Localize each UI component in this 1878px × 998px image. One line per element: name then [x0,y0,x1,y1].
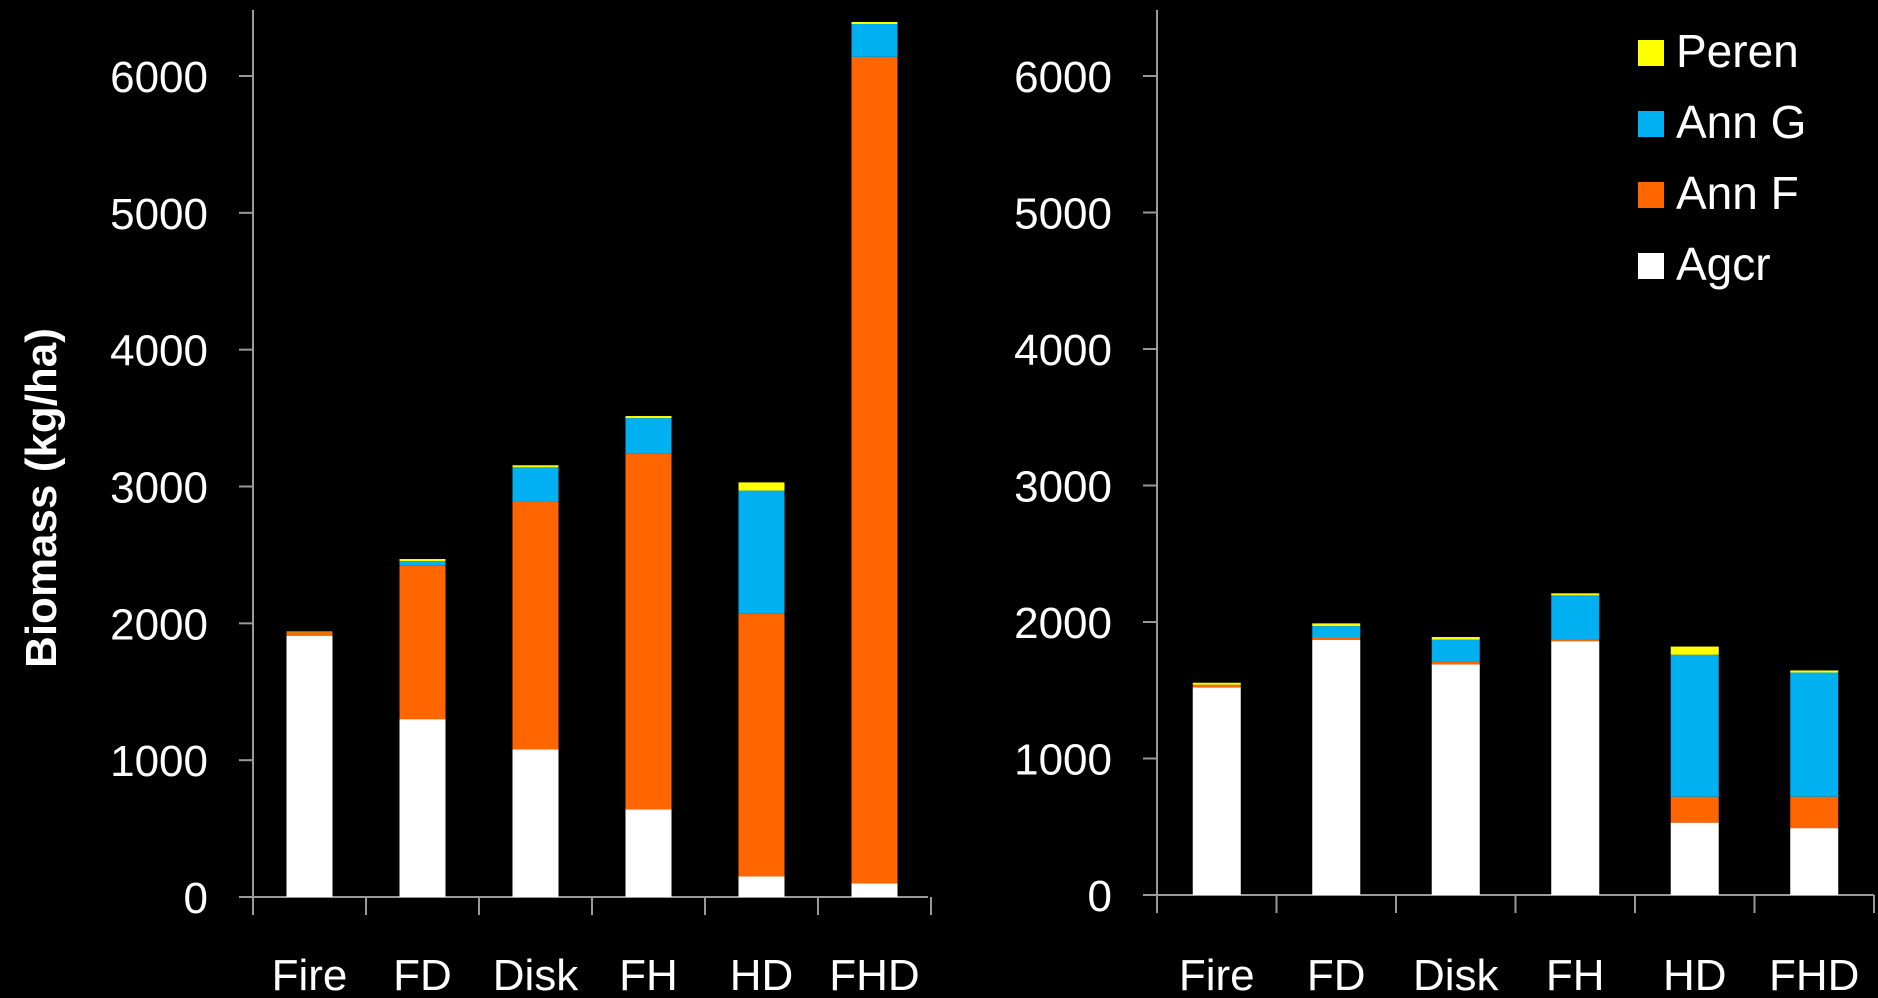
bar-segment-agcr [851,883,898,897]
legend-swatch [1638,182,1664,208]
y-tick-label: 1000 [1014,736,1112,785]
bar-segment-peren [286,631,333,633]
bar-segment-ann-f [1551,639,1600,642]
legend-swatch [1638,253,1664,279]
y-tick-label: 0 [184,874,208,923]
bar-segment-ann-g [1431,639,1480,662]
legend-label: Peren [1676,25,1799,77]
bar-segment-ann-g [625,418,672,454]
bar-segment-ann-g [1670,654,1719,797]
bar-segment-peren [1790,670,1839,673]
bar-segment-peren [1192,682,1241,685]
x-tick-label: HD [730,951,794,998]
bar-segment-peren [1431,637,1480,640]
x-tick-label: Fire [1179,951,1255,998]
x-tick-label: HD [1663,951,1727,998]
bar-segment-ann-f [625,453,672,810]
bar-segment-ann-g [1790,672,1839,797]
y-tick-label: 0 [1088,872,1112,921]
bar-segment-agcr [1670,822,1719,895]
bar-segment-peren [512,465,559,468]
legend-label: Ann F [1676,167,1799,219]
bar-segment-ann-g [738,490,785,614]
x-tick-label: FHD [1769,951,1859,998]
y-tick-label: 5000 [110,190,208,239]
bar-segment-ann-g [512,467,559,502]
bar-segment-peren [399,559,446,562]
left-chart-panel: 0 1000 2000 3000 4000 5000 6000 Fire FD Disk FH HD F… [110,10,932,998]
x-tick-label: Disk [1413,951,1500,998]
y-tick-label: 6000 [1014,53,1112,102]
y-tick-label: 6000 [110,53,208,102]
chart-legend: Peren Ann G Ann F Agcr [1638,25,1806,290]
bar-segment-agcr [512,749,559,897]
bar-segment-ann-f [286,632,333,636]
bar-segment-ann-g [399,561,446,566]
bar-segment-agcr [738,876,785,897]
x-tick-label: Fire [272,951,348,998]
legend-label: Ann G [1676,96,1806,148]
y-tick-label: 1000 [110,737,208,786]
bar-segment-ann-f [1312,637,1361,640]
y-tick-label: 4000 [110,327,208,376]
y-tick-label: 3000 [110,464,208,513]
y-tick-label: 2000 [1014,599,1112,648]
bar-segment-agcr [399,719,446,897]
bar-segment-ann-f [1790,796,1839,829]
y-tick-label: 4000 [1014,326,1112,375]
x-tick-label: FH [1546,951,1605,998]
bar-segment-peren [851,21,898,25]
y-tick-label: 2000 [110,600,208,649]
bar-segment-ann-f [851,56,898,884]
bar-segment-agcr [1312,639,1361,895]
x-tick-label: FD [1307,951,1366,998]
bar-segment-agcr [1192,687,1241,895]
legend-swatch [1638,111,1664,137]
x-tick-label: Disk [493,951,580,998]
bar-segment-agcr [1431,664,1480,895]
bar-segment-ann-f [1192,684,1241,688]
bar-segment-peren [1670,646,1719,655]
bar-segment-agcr [1551,641,1600,895]
bar-segment-ann-f [1670,796,1719,823]
bar-segment-agcr [625,809,672,897]
bar-segment-ann-f [512,501,559,750]
y-axis-label: Biomass (kg/ha) [17,328,66,668]
y-tick-label: 5000 [1014,190,1112,239]
bar-segment-ann-g [851,24,898,57]
bar-segment-ann-f [1431,661,1480,665]
bar-segment-ann-g [1551,595,1600,640]
bar-segment-peren [625,416,672,419]
bar-segment-agcr [286,635,333,897]
bar-segment-agcr [1790,828,1839,895]
x-tick-label: FD [393,951,452,998]
x-tick-label: FHD [829,951,919,998]
bar-segment-ann-f [399,565,446,720]
bar-segment-peren [1551,593,1600,596]
legend-swatch [1638,40,1664,66]
legend-label: Agcr [1676,238,1771,290]
x-tick-label: FH [619,951,678,998]
bar-segment-ann-g [1312,626,1361,638]
right-chart-panel: 0 1000 2000 3000 4000 5000 6000 Fire FD Disk FH HD F… [1014,10,1875,998]
bar-segment-ann-f [738,613,785,877]
y-tick-label: 3000 [1014,463,1112,512]
bar-segment-peren [738,482,785,491]
bar-segment-peren [1312,623,1361,627]
